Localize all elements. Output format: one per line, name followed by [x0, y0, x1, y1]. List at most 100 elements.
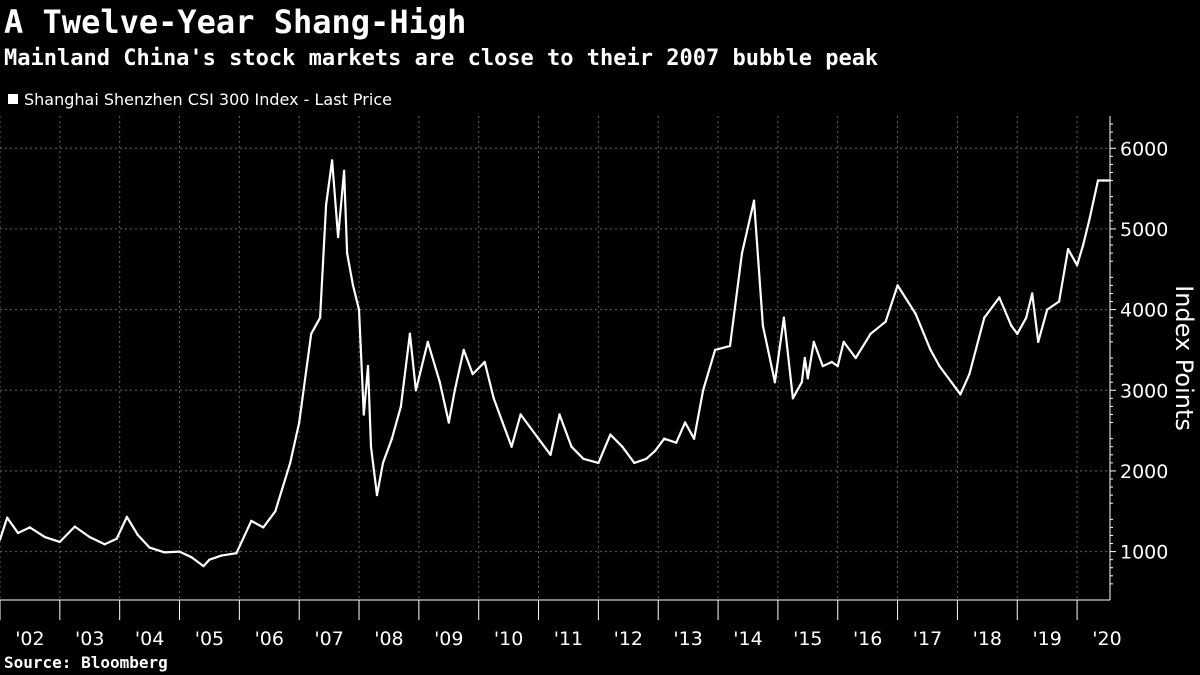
data-point — [761, 324, 765, 327]
x-tick-label: '11 — [554, 628, 583, 650]
data-point — [483, 360, 486, 364]
data-point — [262, 526, 265, 529]
data-point — [414, 389, 418, 392]
x-tick-label: '13 — [673, 628, 702, 650]
data-point — [621, 445, 624, 448]
data-point — [125, 515, 129, 519]
data-point — [806, 377, 809, 380]
source-note: Source: Bloomberg — [4, 653, 168, 672]
data-point — [178, 550, 181, 553]
data-point — [869, 332, 872, 335]
data-point — [740, 251, 744, 255]
x-tick-label: '05 — [195, 628, 224, 650]
data-point — [558, 413, 561, 416]
data-point — [289, 461, 292, 465]
data-point — [537, 437, 540, 440]
data-point — [836, 364, 839, 368]
data-point — [803, 356, 806, 360]
y-tick-label: 4000 — [1120, 300, 1168, 322]
x-tick-label: '18 — [973, 628, 1002, 650]
x-tick-label: '02 — [15, 628, 44, 650]
chart-title: A Twelve-Year Shang-High — [4, 3, 467, 41]
data-point — [362, 413, 365, 416]
legend: Shanghai Shenzhen CSI 300 Index - Last P… — [8, 88, 392, 112]
data-point — [336, 235, 340, 239]
data-point — [447, 421, 450, 424]
data-point — [633, 461, 636, 465]
data-point — [1066, 247, 1070, 251]
data-point — [645, 457, 648, 460]
data-point — [782, 316, 786, 319]
data-point — [701, 389, 705, 392]
data-point — [88, 535, 92, 539]
x-tick-label: '04 — [135, 628, 164, 650]
data-point — [1057, 300, 1061, 303]
data-point — [1025, 316, 1028, 319]
data-point — [675, 441, 678, 444]
data-point — [549, 453, 552, 456]
data-point — [728, 344, 732, 348]
data-point — [1087, 219, 1091, 223]
data-point — [830, 360, 833, 364]
y-tick-label: 2000 — [1120, 461, 1168, 483]
data-point — [330, 159, 334, 162]
x-tick-label: '19 — [1032, 628, 1061, 650]
data-point — [103, 543, 106, 546]
x-tick-label: '08 — [374, 628, 403, 650]
data-point — [597, 461, 600, 465]
data-point — [1046, 308, 1049, 311]
data-point — [136, 533, 139, 536]
data-point — [190, 556, 193, 559]
data-point — [274, 510, 277, 513]
data-point — [6, 516, 9, 519]
data-point — [570, 445, 573, 448]
data-point — [1031, 292, 1034, 295]
data-point — [345, 251, 349, 255]
data-point — [654, 449, 657, 452]
data-point — [663, 437, 666, 440]
series-line-csi300 — [0, 159, 1110, 568]
data-point — [375, 493, 379, 497]
data-point — [914, 312, 917, 315]
data-point — [16, 531, 20, 535]
data-point — [28, 526, 32, 529]
data-point — [1081, 243, 1085, 247]
data-point — [208, 558, 211, 561]
data-point — [390, 437, 394, 440]
data-point — [998, 296, 1001, 299]
data-point — [800, 381, 803, 384]
data-point — [318, 316, 322, 319]
x-tick-label: '16 — [853, 628, 882, 650]
data-point — [1016, 332, 1019, 335]
data-point — [73, 525, 77, 528]
data-point — [582, 457, 585, 460]
data-point — [115, 537, 118, 540]
data-point — [791, 397, 795, 400]
x-tick-label: '14 — [733, 628, 762, 650]
data-point — [366, 364, 370, 368]
y-tick-label: 6000 — [1120, 138, 1168, 160]
data-point — [968, 372, 971, 376]
data-point — [1037, 340, 1040, 344]
data-point — [148, 546, 151, 549]
x-tick-label: '20 — [1092, 628, 1121, 650]
data-point — [43, 535, 47, 539]
data-point — [713, 348, 717, 352]
data-point — [58, 540, 61, 544]
chart-subtitle: Mainland China's stock markets are close… — [4, 46, 879, 71]
data-point — [492, 397, 495, 400]
data-point — [438, 381, 441, 384]
x-tick-label: '17 — [913, 628, 942, 650]
data-point — [983, 316, 986, 319]
data-point — [220, 554, 223, 557]
data-point — [399, 405, 403, 408]
data-point — [1010, 324, 1013, 327]
data-point — [163, 551, 166, 554]
y-tick-label: 1000 — [1120, 542, 1168, 564]
legend-label: Shanghai Shenzhen CSI 300 Index - Last P… — [24, 90, 392, 109]
data-point — [773, 381, 777, 384]
data-point — [381, 461, 385, 465]
data-point — [938, 364, 941, 368]
data-point — [752, 199, 756, 202]
data-point — [351, 284, 355, 287]
